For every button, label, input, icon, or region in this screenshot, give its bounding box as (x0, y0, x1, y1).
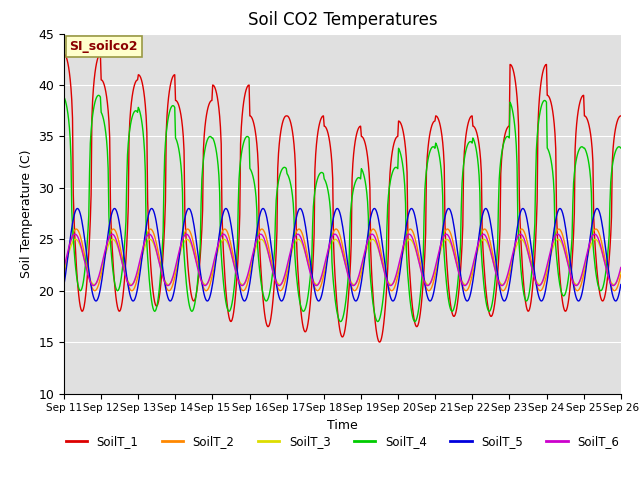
Text: SI_soilco2: SI_soilco2 (70, 40, 138, 53)
Title: Soil CO2 Temperatures: Soil CO2 Temperatures (248, 11, 437, 29)
Legend: SoilT_1, SoilT_2, SoilT_3, SoilT_4, SoilT_5, SoilT_6: SoilT_1, SoilT_2, SoilT_3, SoilT_4, Soil… (61, 430, 624, 453)
X-axis label: Time: Time (327, 419, 358, 432)
Y-axis label: Soil Temperature (C): Soil Temperature (C) (20, 149, 33, 278)
